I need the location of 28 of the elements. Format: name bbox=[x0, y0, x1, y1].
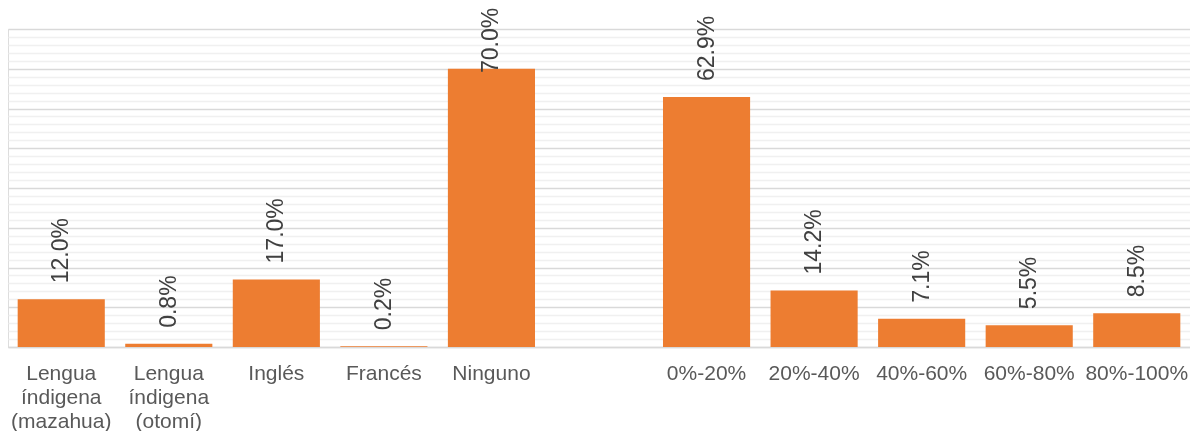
bar bbox=[17, 299, 105, 347]
bar bbox=[878, 318, 966, 347]
bar bbox=[125, 343, 213, 347]
bar bbox=[232, 279, 320, 347]
x-tick-label: 60%-80% bbox=[983, 360, 1075, 384]
data-label: 17.0% bbox=[262, 198, 289, 264]
data-label: 0.8% bbox=[154, 275, 181, 328]
data-label: 62.9% bbox=[692, 15, 719, 81]
x-tick-label: 0%-20% bbox=[666, 360, 747, 384]
x-tick-label: Inglés bbox=[248, 360, 305, 384]
x-tick-label: Ninguno bbox=[452, 360, 531, 384]
data-label: 12.0% bbox=[47, 218, 74, 284]
bar bbox=[770, 290, 858, 347]
data-label: 5.5% bbox=[1015, 256, 1042, 310]
x-tick-label: Francés bbox=[345, 360, 422, 384]
bar bbox=[1093, 313, 1181, 347]
bar bbox=[985, 325, 1073, 347]
bar bbox=[662, 96, 751, 347]
x-tick-label: Lengua índigena (otomí) bbox=[128, 360, 210, 431]
data-label: 8.5% bbox=[1122, 244, 1149, 298]
data-label: 70.0% bbox=[477, 7, 504, 73]
data-label: 0.2% bbox=[369, 277, 396, 331]
x-tick-label: 40%-60% bbox=[876, 360, 968, 384]
x-tick-label: 80%-100% bbox=[1085, 360, 1189, 384]
data-label: 14.2% bbox=[800, 209, 827, 275]
x-tick-label: 20%-40% bbox=[768, 360, 860, 384]
data-label: 7.1% bbox=[907, 250, 934, 303]
x-tick-label: Lengua índigena (mazahua) bbox=[11, 360, 112, 431]
